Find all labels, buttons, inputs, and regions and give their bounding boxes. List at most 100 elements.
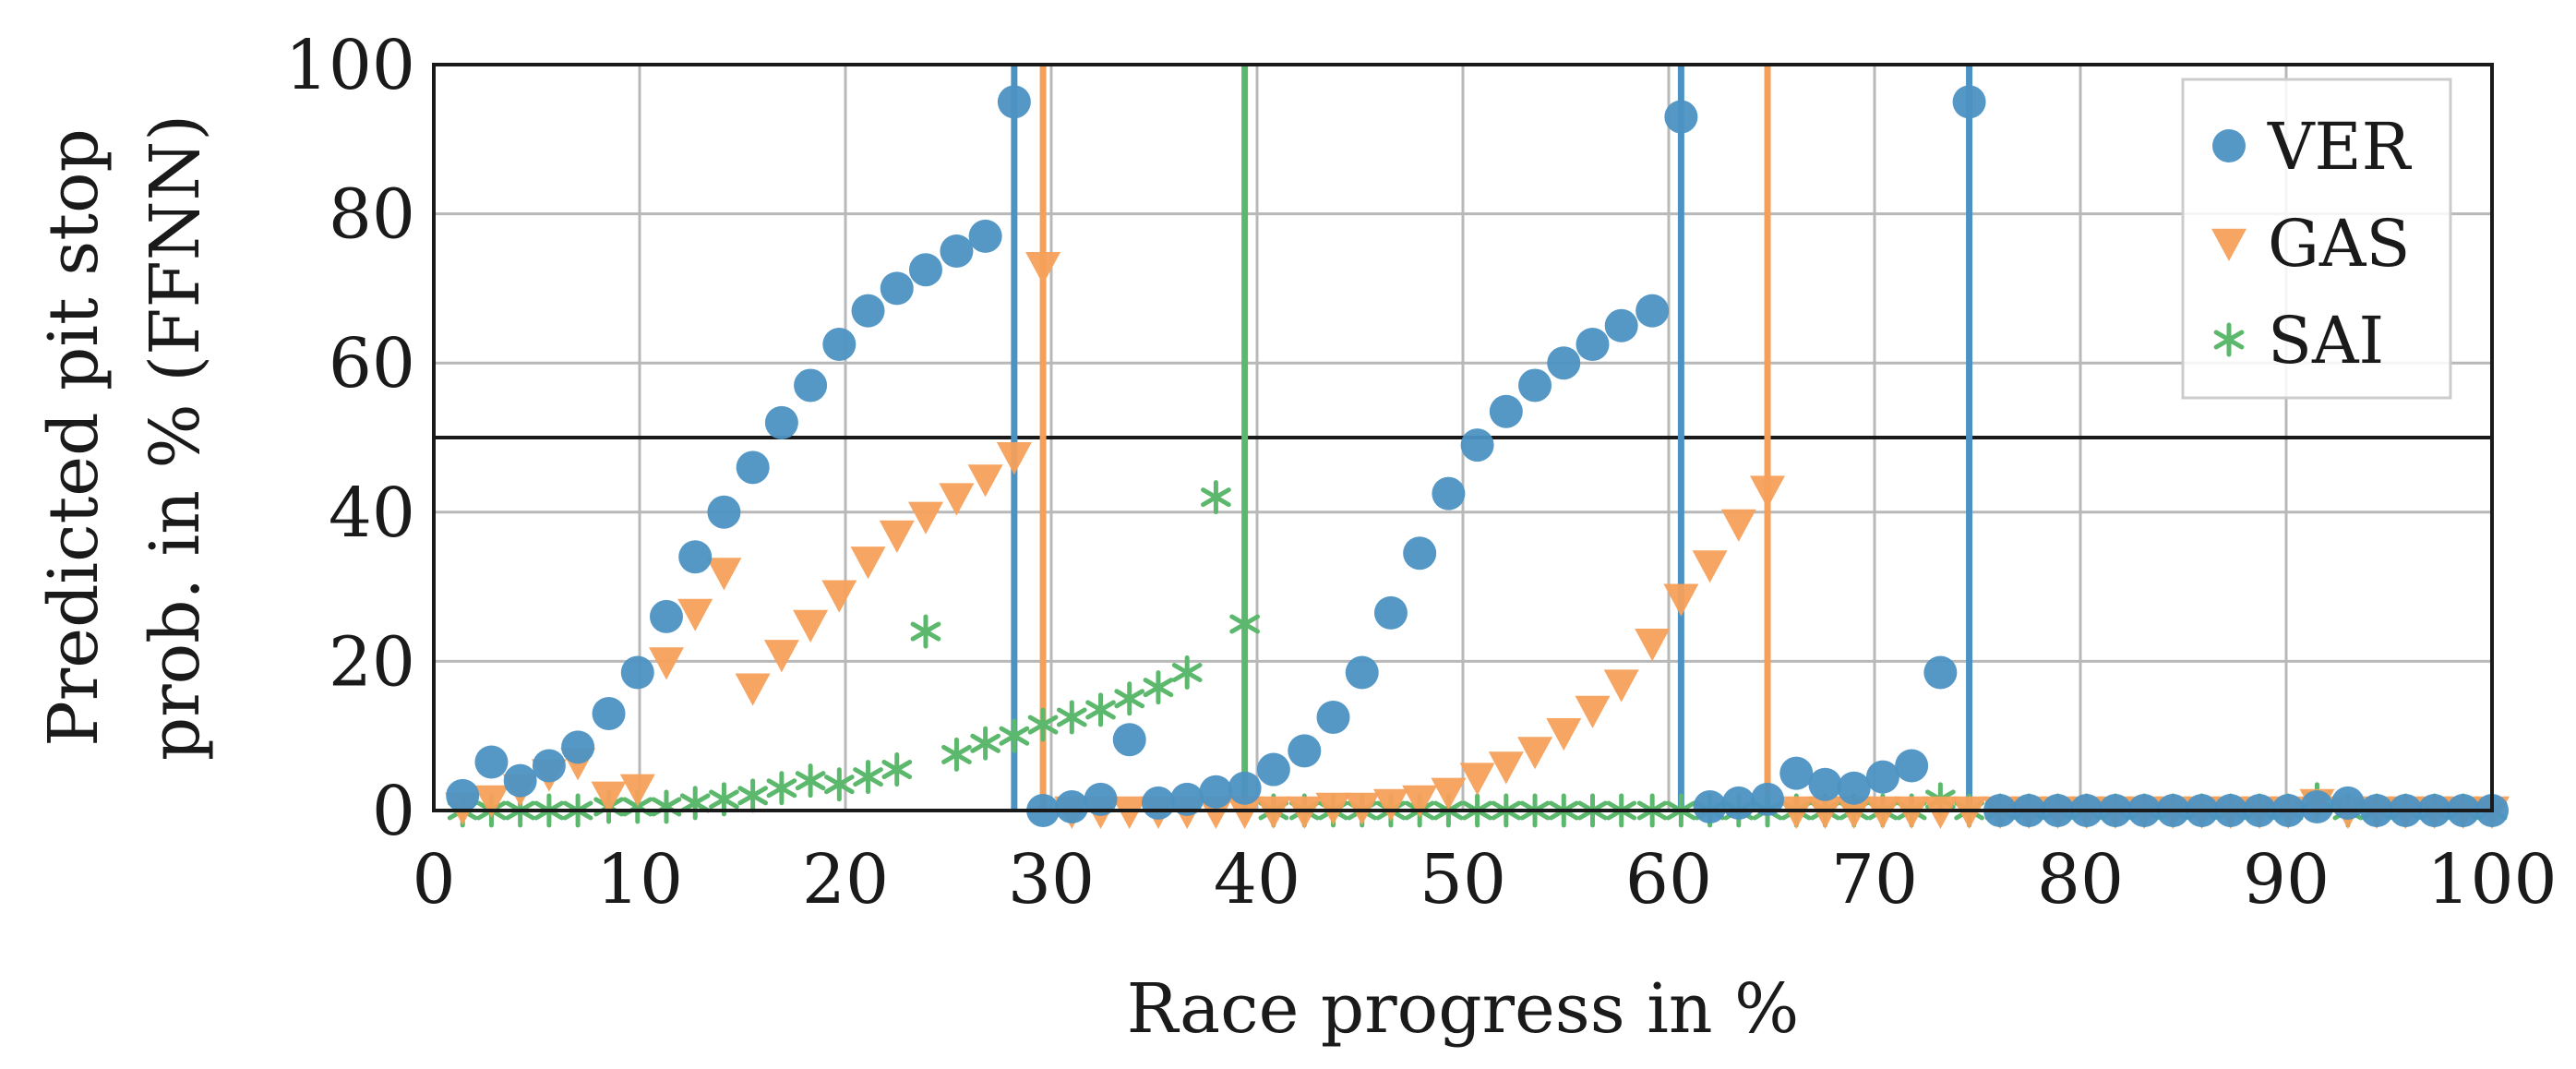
data-point-gas [473,785,509,818]
data-point-ver [1895,749,1929,783]
pit-stop-lines [1011,65,1973,811]
x-tick-label: 100 [2426,840,2557,919]
y-tick-label: 60 [329,324,415,403]
data-point-gas [1692,550,1728,583]
data-point-gas [821,580,857,613]
data-point-ver [1228,771,1262,805]
data-point-ver [1604,308,1638,342]
data-point-gas [735,673,771,706]
legend-marker-gas [2211,228,2247,261]
data-point-gas [763,640,799,673]
data-point-gas [1488,751,1524,785]
data-point-gas [1373,788,1408,822]
x-tick-label: 50 [1420,840,1506,919]
data-point-ver [1576,328,1610,361]
y-axis-title-line-2: prob. in % (FFNN) [136,114,215,761]
data-point-gas [1025,252,1061,285]
x-tick-label: 20 [802,840,889,919]
data-point-gas [1227,796,1263,829]
data-point-gas [908,501,943,534]
data-point-sai [1114,681,1145,716]
data-point-sai [823,767,855,802]
data-point-gas [1750,475,1785,509]
data-point-ver [1460,428,1494,462]
data-point-sai [737,778,769,813]
data-point-ver [1316,701,1350,734]
x-tick-label: 90 [2243,840,2330,919]
y-tick-label: 100 [285,26,415,105]
data-point-ver [649,599,683,633]
y-tick-label: 20 [329,622,415,702]
data-point-ver [446,778,480,812]
data-point-ver [940,234,974,268]
data-point-ver [1547,346,1581,380]
data-point-ver [620,655,654,690]
data-point-gas [1779,796,1815,829]
data-point-ver [1112,723,1146,757]
data-point-gas [1836,796,1872,829]
data-point-gas [1864,796,1900,829]
series-ver [446,85,2509,827]
x-tick-label: 10 [596,840,683,919]
data-point-ver [764,405,798,439]
x-tick-label: 0 [412,840,455,919]
data-point-sai [970,726,1000,761]
data-point-gas [1951,796,1987,829]
data-point-gas [1894,796,1930,829]
data-point-gas [1575,695,1611,728]
data-point-gas [1255,796,1291,829]
data-point-gas [1603,669,1639,703]
y-axis-title-line-1: Predicted pit stop [34,128,114,747]
data-point-ver [1664,100,1698,134]
data-point-sai [1229,607,1260,642]
data-point-ver [1693,789,1727,823]
data-point-gas [591,781,627,814]
legend-label-sai: SAI [2268,303,2384,378]
data-point-ver [1489,394,1523,428]
data-point-ver [503,763,537,798]
data-point-gas [996,442,1032,475]
data-point-ver [1141,786,1175,820]
data-point-gas [1635,629,1671,662]
data-point-gas [706,558,742,591]
data-point-sai [853,760,883,795]
data-point-gas [649,647,684,680]
data-point-gas [1459,763,1495,796]
x-tick-label: 70 [1831,840,1918,919]
data-point-ver [1923,655,1958,690]
data-point-sai [1027,707,1059,742]
data-point-ver [707,495,741,529]
data-point-ver [1084,782,1118,816]
x-tick-label: 60 [1625,840,1712,919]
data-point-gas [1287,796,1323,829]
data-point-ver [880,271,914,306]
legend-marker-sai [2213,322,2245,357]
data-point-gas [967,464,1003,498]
legend-marker-ver [2212,129,2246,162]
data-point-sai [1143,670,1174,705]
data-point-ver [736,450,770,485]
data-point-gas [850,547,886,580]
data-point-ver [1373,595,1408,630]
data-point-ver [1808,767,1842,801]
data-point-ver [1345,655,1379,690]
legend: VER GAS SAI [2181,78,2452,400]
data-point-ver [997,85,1031,119]
data-point-sai [1171,655,1203,691]
data-point-ver [1779,756,1814,790]
data-point-ver [1837,771,1871,805]
data-point-ver [1751,782,1785,816]
data-point-sai [881,752,913,787]
data-point-ver [1170,782,1204,816]
data-point-ver [822,328,857,361]
data-point-ver [592,696,626,730]
data-point-sai [795,763,826,799]
data-point-ver [1256,752,1290,787]
data-point-sai [999,718,1030,753]
data-point-ver [532,749,566,783]
x-tick-label: 30 [1008,840,1095,919]
data-point-gas [1663,583,1699,617]
data-points [445,85,2510,829]
